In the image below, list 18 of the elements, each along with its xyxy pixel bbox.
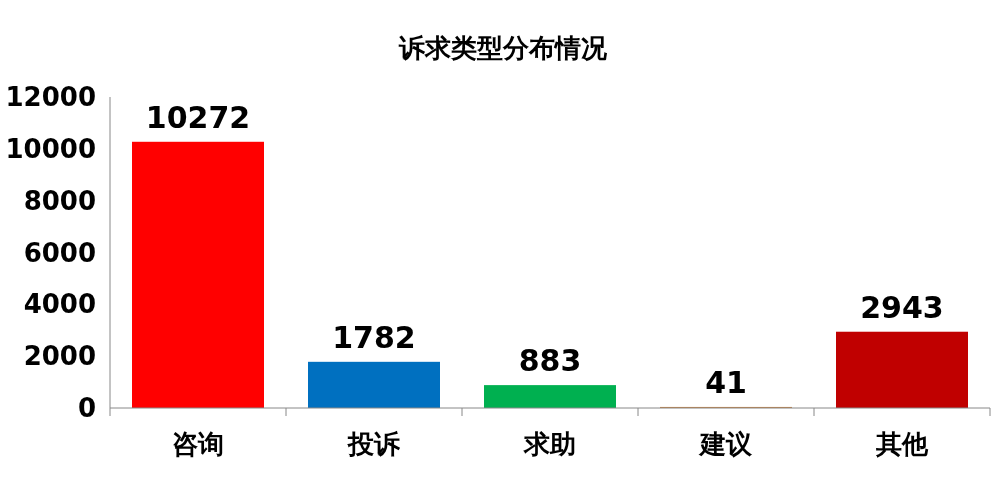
y-tick-label: 10000 [5, 133, 96, 164]
x-tick-label: 咨询 [172, 429, 224, 459]
y-tick-label: 4000 [23, 289, 96, 320]
y-tick-label: 0 [77, 393, 96, 424]
y-tick-label: 8000 [23, 185, 96, 216]
data-label: 883 [518, 343, 582, 379]
x-tick-label: 其他 [875, 429, 929, 459]
chart-title: 诉求类型分布情况 [398, 33, 608, 63]
y-tick-label: 6000 [23, 237, 96, 268]
x-tick-label: 求助 [523, 429, 576, 459]
x-tick-label: 投诉 [347, 429, 401, 459]
x-tick-label: 建议 [698, 429, 753, 459]
y-tick-label: 2000 [23, 341, 96, 372]
data-label: 1782 [332, 319, 416, 355]
data-label: 41 [705, 364, 747, 400]
data-label: 10272 [145, 99, 251, 135]
y-tick-label: 12000 [5, 82, 96, 113]
data-label: 2943 [860, 289, 944, 325]
